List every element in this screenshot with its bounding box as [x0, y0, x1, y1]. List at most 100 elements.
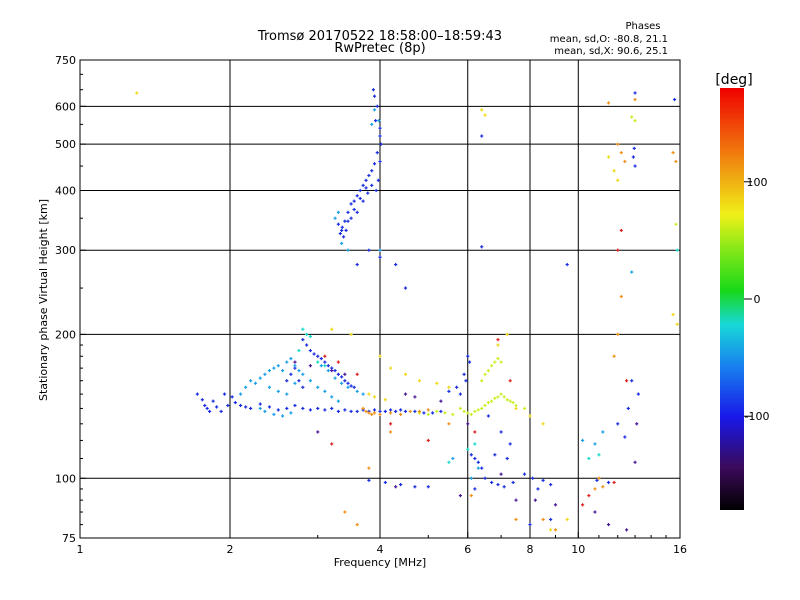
echo-point [355, 409, 359, 414]
echo-point [352, 199, 356, 203]
echo-point [435, 381, 439, 385]
echo-point [378, 126, 382, 130]
echo-point [344, 228, 348, 233]
echo-point [403, 392, 408, 396]
echo-point [619, 294, 623, 299]
echo-point [343, 408, 347, 412]
echo-point [633, 164, 637, 168]
echo-point [244, 385, 248, 389]
echo-point [671, 151, 675, 155]
echo-point [467, 360, 472, 364]
echo-point [297, 379, 301, 383]
echo-point [675, 248, 679, 252]
echo-point [378, 409, 382, 414]
echo-point [499, 360, 503, 364]
echo-points [135, 88, 679, 532]
echo-point [376, 178, 380, 182]
echo-point [587, 456, 591, 461]
echo-point [565, 262, 569, 267]
echo-point [340, 228, 344, 233]
echo-point [630, 115, 634, 119]
echo-point [616, 178, 620, 182]
echo-point [336, 409, 340, 414]
echo-point [330, 406, 334, 411]
grid-lines [80, 60, 680, 538]
y-tick-label: 300 [55, 244, 76, 257]
echo-point [633, 97, 637, 102]
echo-point [672, 97, 677, 102]
echo-point [413, 485, 417, 489]
echo-point [451, 412, 455, 417]
echo-point [301, 372, 305, 376]
echo-point [493, 396, 497, 400]
echo-point [508, 399, 512, 403]
echo-point [473, 442, 477, 446]
echo-point [466, 447, 470, 451]
x-tick-label: 2 [227, 543, 234, 556]
echo-point [330, 395, 334, 399]
echo-point [293, 360, 297, 364]
echo-point [346, 385, 350, 389]
echo-point [505, 332, 509, 336]
echo-point [263, 409, 267, 414]
echo-point [399, 408, 403, 412]
echo-point [367, 478, 371, 482]
echo-point [285, 360, 289, 364]
echo-point [383, 398, 387, 402]
phase-header-title: Phases [625, 21, 660, 32]
echo-point [580, 503, 585, 507]
echo-point [358, 188, 362, 193]
echo-point [508, 379, 512, 383]
echo-point [514, 403, 518, 408]
y-tick-label: 200 [55, 328, 76, 341]
echo-point [367, 392, 371, 396]
echo-point [399, 412, 403, 417]
echo-point [336, 399, 340, 403]
echo-point [323, 360, 327, 364]
echo-point [308, 379, 313, 383]
echo-point [447, 385, 451, 389]
echo-point [624, 528, 629, 532]
y-tick-label: 400 [55, 184, 76, 197]
echo-point [372, 108, 377, 112]
echo-point [514, 517, 518, 522]
echo-point [388, 366, 393, 370]
echo-point [355, 523, 359, 527]
echo-point [417, 409, 422, 414]
echo-point [207, 409, 212, 414]
echo-point [426, 438, 430, 443]
echo-point [316, 406, 320, 411]
echo-point [490, 399, 494, 403]
x-axis-label: Frequency [MHz] [334, 556, 426, 569]
echo-point [267, 385, 272, 389]
echo-point [601, 485, 605, 489]
echo-point [499, 392, 503, 396]
echo-point [413, 395, 417, 399]
echo-point [355, 262, 359, 267]
echo-point [675, 322, 679, 326]
echo-point [308, 364, 313, 368]
echo-point [205, 406, 209, 411]
echo-point [343, 219, 347, 223]
echo-point [352, 385, 356, 389]
echo-point [403, 372, 408, 376]
echo-point [293, 403, 297, 408]
echo-point [549, 517, 553, 522]
echo-point [343, 379, 347, 383]
echo-point [238, 403, 243, 408]
echo-point [367, 173, 371, 178]
echo-point [289, 411, 293, 415]
echo-point [305, 332, 309, 336]
echo-point [533, 498, 537, 502]
echo-point [480, 379, 484, 383]
echo-point [375, 151, 379, 155]
echo-point [343, 510, 347, 514]
echo-point [336, 210, 340, 214]
colorbar-label: [deg] [715, 72, 752, 88]
echo-point [635, 422, 639, 426]
echo-point [490, 364, 494, 368]
echo-point [323, 364, 327, 368]
phase-header-o: mean, sd,O: -80.8, 21.1 [550, 34, 668, 45]
echo-point [258, 406, 262, 411]
echo-point [276, 408, 280, 412]
